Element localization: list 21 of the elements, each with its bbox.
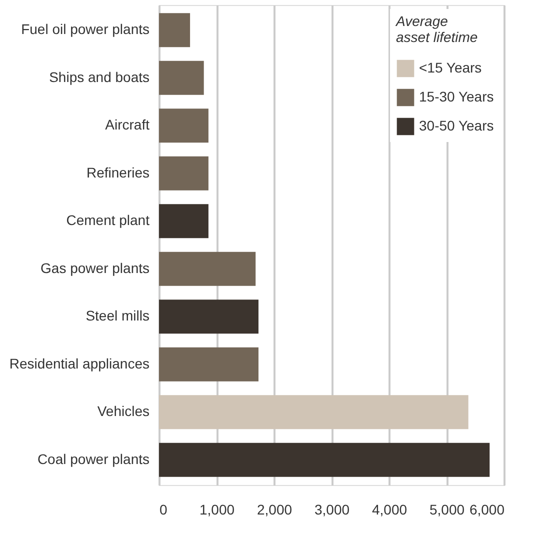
legend-label: <15 Years [419,60,482,76]
x-tick-label: 3,000 [314,502,350,518]
y-tick-label: Ships and boats [49,68,150,85]
y-tick-label: Residential appliances [9,355,150,372]
x-tick-label: 2,000 [256,502,292,518]
x-tick-label: 1,000 [199,502,235,518]
y-tick-label: Aircraft [105,116,150,133]
x-tick-label: 4,000 [372,502,408,518]
legend-title: Average asset lifetime [395,13,478,45]
y-tick-label: Steel mills [86,308,150,324]
x-tick-label: 0 [160,502,168,518]
y-tick-label: Fuel oil power plants [21,21,150,38]
x-tick-label: 5,000 [429,502,465,518]
legend-label: 15-30 Years [419,88,494,104]
x-tick-label: 6,000 [469,502,505,518]
y-tick-label: Refineries [86,164,150,180]
y-tick-label: Vehicles [97,403,150,420]
y-tick-label: Coal power plants [37,450,150,467]
legend-label: 30-50 Years [419,118,494,134]
y-tick-label: Gas power plants [40,260,150,276]
y-tick-label: Cement plant [66,212,150,228]
